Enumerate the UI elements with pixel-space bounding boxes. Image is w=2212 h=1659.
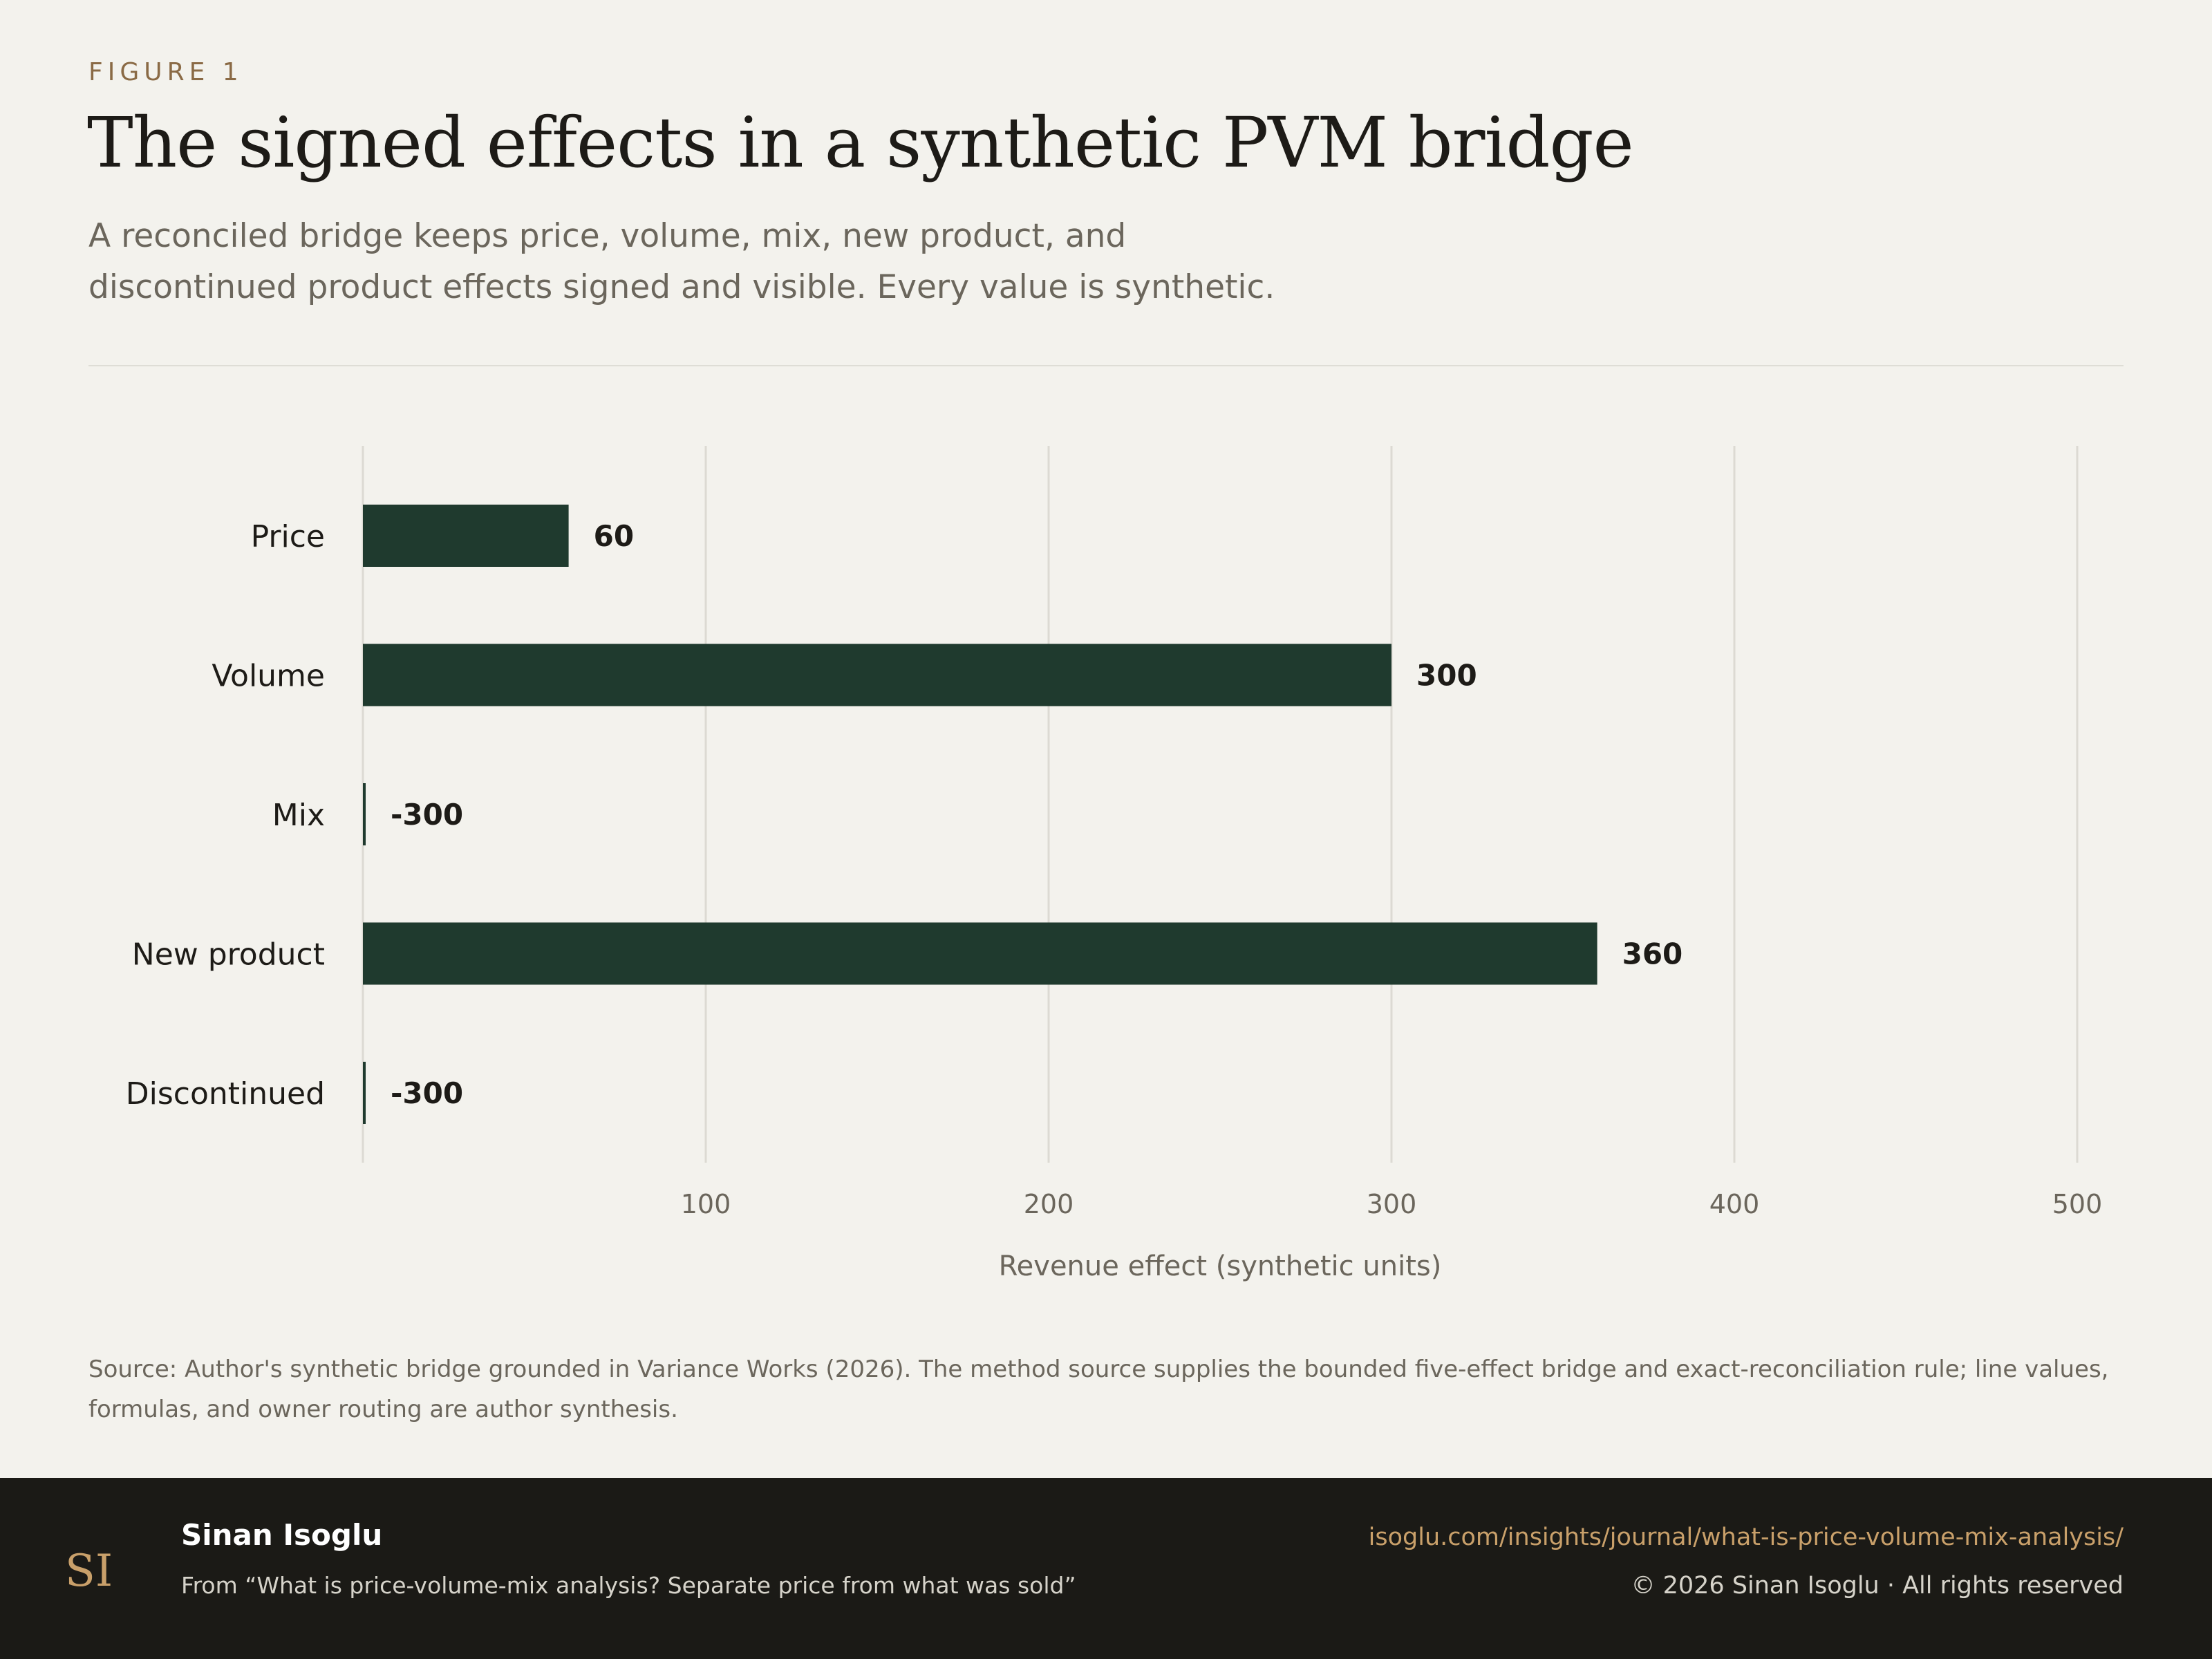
figure-kicker: FIGURE 1 — [88, 58, 243, 86]
author-logo: SI — [65, 1546, 113, 1597]
category-label: New product — [132, 937, 325, 973]
x-tick-label: 100 — [681, 1189, 731, 1219]
bar — [363, 644, 1391, 706]
header-divider — [88, 365, 2124, 366]
labels: 100 200 300 400 500 Price 60 Volume 300 Mix -300 Ne… — [126, 519, 2103, 1282]
source-note: Source: Author's synthetic bridge ground… — [88, 1356, 2109, 1423]
article-reference: From “What is price-volume-mix analysis?… — [181, 1572, 1076, 1599]
category-label: Mix — [272, 798, 325, 833]
page-title: The signed effects in a synthetic PVM br… — [87, 102, 1634, 183]
category-label: Price — [251, 519, 325, 554]
data-label: -300 — [391, 798, 463, 832]
bars — [363, 505, 1597, 1124]
gridlines — [362, 446, 2079, 1163]
data-label: -300 — [391, 1076, 463, 1110]
x-tick-label: 400 — [1709, 1189, 1760, 1219]
x-axis-title: Revenue effect (synthetic units) — [999, 1250, 1442, 1282]
x-tick-label: 300 — [1367, 1189, 1417, 1219]
article-link[interactable]: isoglu.com/insights/journal/what-is-pric… — [1368, 1524, 2124, 1551]
bar — [363, 783, 366, 845]
logo-monogram: SI — [65, 1546, 113, 1597]
copyright-notice: © 2026 Sinan Isoglu · All rights reserve… — [1631, 1572, 2124, 1600]
x-tick-label: 500 — [2052, 1189, 2103, 1219]
footer: SI Sinan Isoglu From “What is price-volu… — [0, 1478, 2212, 1659]
data-label: 60 — [594, 519, 634, 553]
data-label: 360 — [1622, 937, 1683, 971]
bar — [363, 1062, 366, 1124]
category-label: Volume — [212, 659, 325, 694]
bar — [363, 922, 1597, 985]
category-label: Discontinued — [126, 1076, 325, 1112]
author-name: Sinan Isoglu — [181, 1518, 383, 1552]
bar — [363, 505, 569, 567]
page-subtitle: A reconciled bridge keeps price, volume,… — [88, 217, 1275, 306]
data-label: 300 — [1416, 659, 1477, 693]
x-tick-label: 200 — [1024, 1189, 1074, 1219]
